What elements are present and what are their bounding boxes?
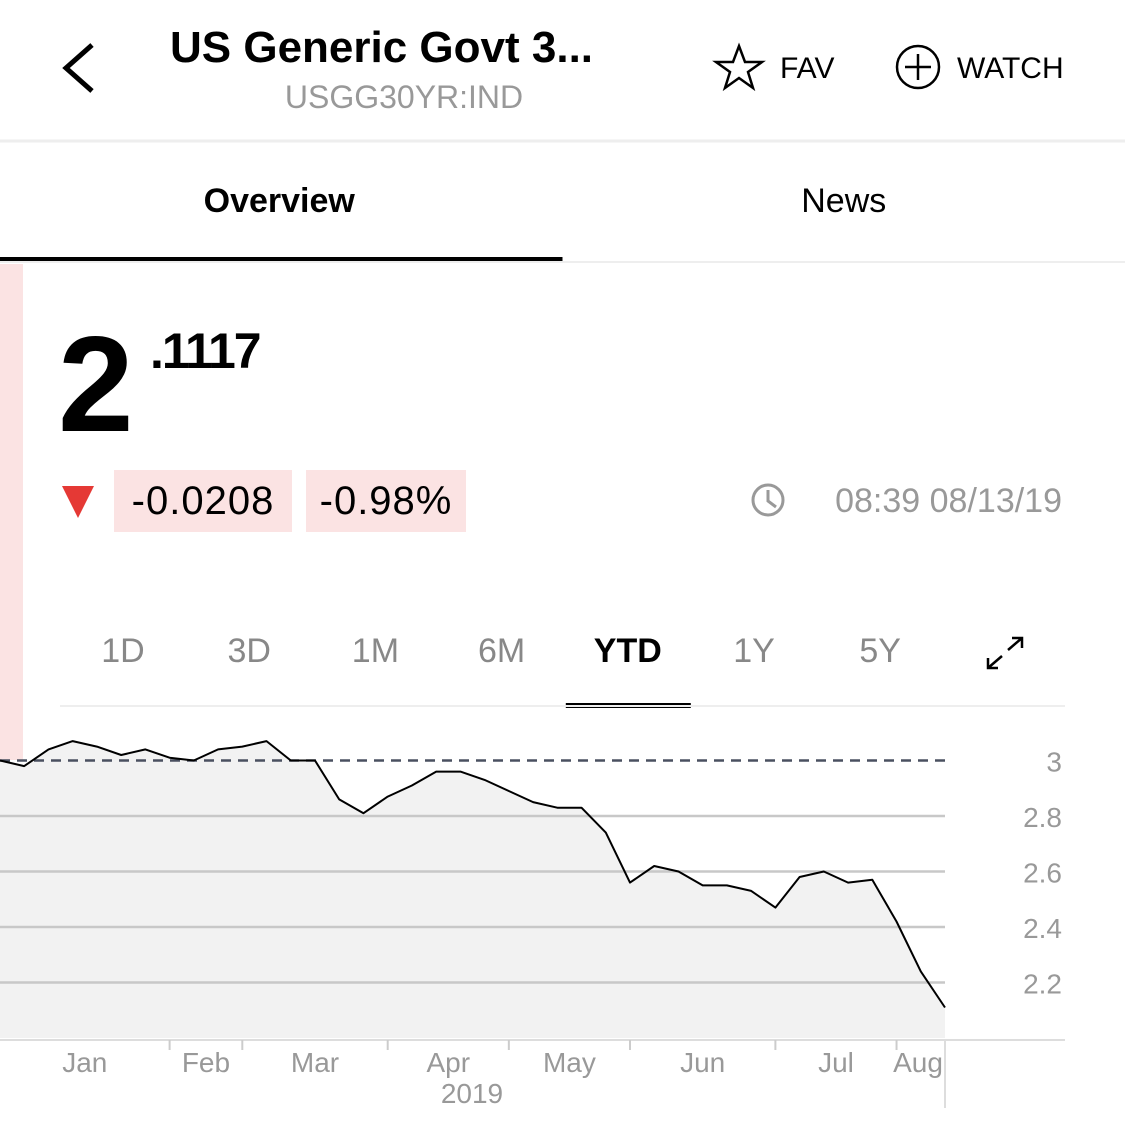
change-bg — [306, 470, 466, 532]
fav-button[interactable]: FAV — [780, 52, 834, 85]
range-option[interactable]: 5Y — [859, 632, 901, 670]
back-button[interactable] — [62, 43, 94, 93]
ticker: USGG30YR:IND — [285, 79, 523, 115]
y-tick-label: 2.8 — [1023, 802, 1062, 833]
range-selector: 1D 3D 1M 6M YTD 1Y 5Y — [101, 632, 901, 708]
area — [0, 741, 945, 1038]
x-tick-label: Apr — [426, 1047, 470, 1078]
tab[interactable]: News — [801, 182, 886, 220]
tab[interactable]: Overview — [204, 182, 356, 220]
tabs: Overview News — [0, 182, 886, 263]
x-tick-label: Mar — [291, 1047, 339, 1078]
range-option[interactable]: 6M — [478, 632, 525, 670]
price-integer: 2 — [58, 308, 134, 460]
y-tick-label: 2.2 — [1023, 969, 1062, 1000]
down-arrow — [62, 486, 94, 518]
change-percent: -0.98% — [320, 479, 453, 523]
x-tick-label: Jun — [680, 1047, 725, 1078]
tab-underline — [0, 257, 563, 263]
expand-icon[interactable] — [986, 636, 1024, 670]
watch-button[interactable]: WATCH — [957, 52, 1064, 85]
x-tick-label: Aug — [893, 1047, 943, 1078]
change: -0.0208 — [132, 479, 275, 523]
plus-icon[interactable] — [895, 44, 941, 90]
clock-icon — [751, 483, 785, 517]
range-option[interactable]: 3D — [227, 632, 270, 670]
price-fraction: .1117 — [150, 323, 260, 379]
change-bg — [114, 470, 292, 532]
y-tick-label: 2.6 — [1023, 858, 1062, 889]
x-axis-label: 2019 — [441, 1078, 503, 1109]
range-option[interactable]: 1D — [101, 632, 144, 670]
star-icon[interactable] — [712, 42, 766, 92]
chart: 2.2 2.4 2.6 2.8 3 Jan Feb Mar Apr May Jun Jul Aug 201… — [0, 740, 1065, 1109]
line — [0, 740, 946, 1009]
y-tick-label: 2.4 — [1023, 913, 1062, 944]
timestamp: 08:39 08/13/19 — [835, 482, 1062, 520]
left-bar — [0, 264, 23, 760]
x-tick-label: Jul — [818, 1047, 854, 1078]
title: US Generic Govt 3... — [170, 23, 593, 72]
x-tick-label: May — [543, 1047, 596, 1078]
range-option[interactable]: 1M — [352, 632, 399, 670]
x-tick-label: Jan — [62, 1047, 107, 1078]
range-option[interactable]: YTD — [594, 632, 662, 670]
x-tick-label: Feb — [182, 1047, 230, 1078]
range-option[interactable]: 1Y — [733, 632, 775, 670]
y-tick-label: 3 — [1046, 747, 1062, 778]
